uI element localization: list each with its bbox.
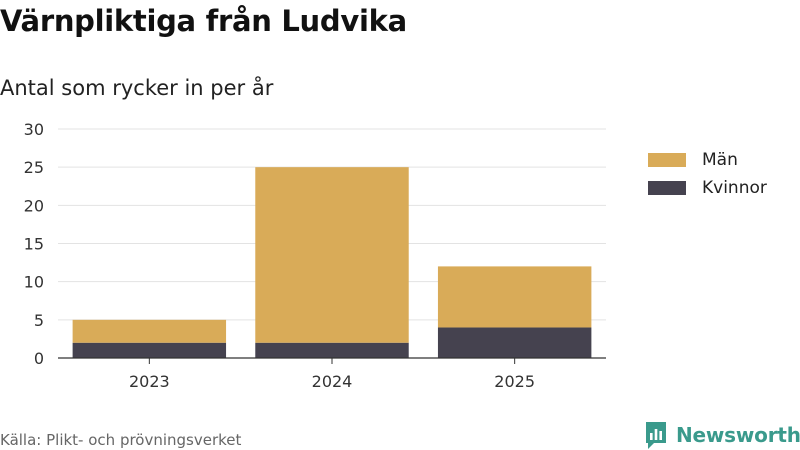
legend-label-kvinnor: Kvinnor <box>702 178 767 198</box>
y-tick-label-20: 20 <box>24 196 44 215</box>
legend-item-man: Män <box>648 146 767 174</box>
bar-kvinnor-2024 <box>255 342 409 358</box>
y-tick-label-0: 0 <box>34 349 44 368</box>
x-tick-label-2024: 2024 <box>312 372 353 391</box>
legend-label-man: Män <box>702 150 738 170</box>
brand-name: Newsworthy <box>676 423 800 447</box>
brand-logo: Newsworthy <box>644 420 800 450</box>
y-tick-label-5: 5 <box>34 311 44 330</box>
legend: Män Kvinnor <box>648 146 767 202</box>
bar-mn-2024 <box>255 167 409 343</box>
legend-swatch-man <box>648 153 686 167</box>
bar-kvinnor-2025 <box>437 327 592 358</box>
bar-mn-2023 <box>72 319 227 343</box>
bar-mn-2025 <box>437 266 592 328</box>
bar-kvinnor-2023 <box>72 342 227 358</box>
x-tick-label-2023: 2023 <box>129 372 170 391</box>
bar-chart-logo-icon <box>646 422 666 449</box>
y-tick-label-15: 15 <box>24 235 44 254</box>
y-tick-label-25: 25 <box>24 158 44 177</box>
y-tick-label-10: 10 <box>24 273 44 292</box>
legend-swatch-kvinnor <box>648 181 686 195</box>
legend-item-kvinnor: Kvinnor <box>648 174 767 202</box>
chart-subtitle: Antal som rycker in per år <box>0 76 274 100</box>
chart-title: Värnpliktiga från Ludvika <box>0 4 407 38</box>
x-tick-label-2025: 2025 <box>494 372 535 391</box>
source-note: Källa: Plikt- och prövningsverket <box>0 431 242 449</box>
y-tick-label-30: 30 <box>24 120 44 139</box>
bars <box>72 167 592 358</box>
